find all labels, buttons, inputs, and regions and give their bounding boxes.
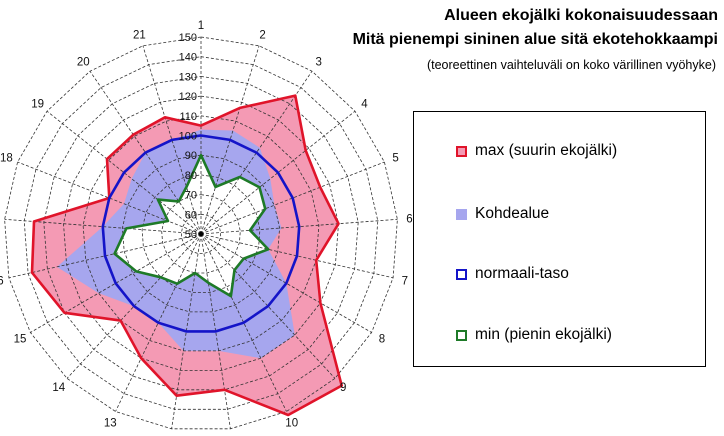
- legend-swatch-min: [456, 329, 467, 341]
- spoke-18: [17, 161, 202, 235]
- legend-item-min: min (pienin ekojälki): [456, 326, 612, 344]
- grid-ring-150: [4, 36, 398, 430]
- spoke-3: [200, 70, 313, 235]
- category-label-19: 19: [31, 99, 44, 111]
- radial-tick-90: 90: [185, 150, 197, 162]
- category-label-4: 4: [361, 99, 368, 111]
- category-label-20: 20: [77, 56, 90, 68]
- legend: max (suurin ekojälki) Kohdealue normaali…: [413, 111, 706, 367]
- spoke-7: [200, 233, 394, 279]
- category-label-2: 2: [259, 29, 265, 41]
- legend-label-normaali: normaali-taso: [475, 265, 569, 282]
- category-label-6: 6: [406, 213, 412, 225]
- radial-tick-50: 50: [185, 229, 197, 241]
- radial-tick-120: 120: [179, 91, 197, 103]
- chart-note: (teoreettinen vaihteluväli on koko väril…: [426, 58, 716, 72]
- radial-tick-100: 100: [179, 131, 197, 143]
- series-normaali-line: [101, 134, 301, 333]
- spoke-8: [200, 233, 372, 333]
- spoke-6: [200, 218, 398, 235]
- radial-tick-110: 110: [179, 111, 197, 123]
- category-label-16: 16: [0, 276, 4, 288]
- category-label-21: 21: [133, 29, 146, 41]
- legend-label-min: min (pienin ekojälki): [475, 326, 612, 343]
- category-label-7: 7: [402, 276, 408, 288]
- spoke-15: [30, 233, 202, 333]
- series-min-line: [113, 153, 270, 298]
- category-label-10: 10: [285, 417, 298, 429]
- center-dot: [198, 231, 204, 237]
- radial-tick-60: 60: [185, 209, 197, 221]
- legend-item-normaali: normaali-taso: [456, 265, 569, 283]
- radial-tick-130: 130: [179, 71, 197, 83]
- spoke-16: [8, 233, 202, 279]
- legend-item-max: max (suurin ekojälki): [456, 142, 617, 160]
- legend-swatch-normaali: [456, 268, 467, 280]
- legend-swatch-max: [456, 145, 467, 157]
- spoke-19: [46, 110, 202, 235]
- grid-ring-130: [43, 75, 359, 391]
- spoke-9: [200, 233, 336, 379]
- category-label-8: 8: [379, 334, 385, 346]
- radial-tick-70: 70: [185, 190, 197, 202]
- legend-label-max: max (suurin ekojälki): [475, 142, 618, 159]
- radial-tick-140: 140: [179, 52, 197, 64]
- spoke-2: [200, 45, 260, 235]
- legend-swatch-kohdealue: [456, 208, 467, 220]
- legend-label-kohdealue: Kohdealue: [475, 205, 550, 222]
- category-label-5: 5: [392, 153, 398, 165]
- spoke-14: [66, 233, 202, 379]
- category-label-13: 13: [104, 417, 117, 429]
- category-label-1: 1: [198, 20, 204, 32]
- grid-ring-80: [141, 174, 261, 293]
- spoke-11: [200, 233, 231, 429]
- spoke-12: [171, 233, 202, 429]
- chart-subtitle-bold: Mitä pienempi sininen alue sitä ekotehok…: [352, 31, 718, 48]
- series-max-line: [30, 94, 344, 417]
- category-label-3: 3: [315, 56, 321, 68]
- spoke-4: [200, 110, 356, 235]
- spoke-5: [200, 161, 385, 235]
- grid-ring-60: [180, 213, 222, 254]
- category-label-18: 18: [0, 153, 13, 165]
- spoke-20: [89, 70, 202, 235]
- spoke-13: [115, 233, 202, 412]
- grid-ring-90: [121, 154, 281, 313]
- spoke-17: [4, 218, 202, 235]
- radial-tick-150: 150: [179, 32, 197, 44]
- spoke-21: [142, 45, 202, 235]
- spoke-10: [200, 233, 287, 412]
- category-label-14: 14: [52, 382, 65, 394]
- grid-ring-120: [63, 95, 339, 371]
- category-label-9: 9: [340, 382, 346, 394]
- grid-ring-110: [82, 115, 320, 352]
- grid-ring-70: [161, 194, 241, 274]
- chart-title: Alueen ekojälki kokonaisuudessaan: [444, 7, 718, 24]
- legend-item-kohdealue: Kohdealue: [456, 205, 549, 223]
- radial-tick-80: 80: [185, 170, 197, 182]
- category-label-15: 15: [14, 334, 27, 346]
